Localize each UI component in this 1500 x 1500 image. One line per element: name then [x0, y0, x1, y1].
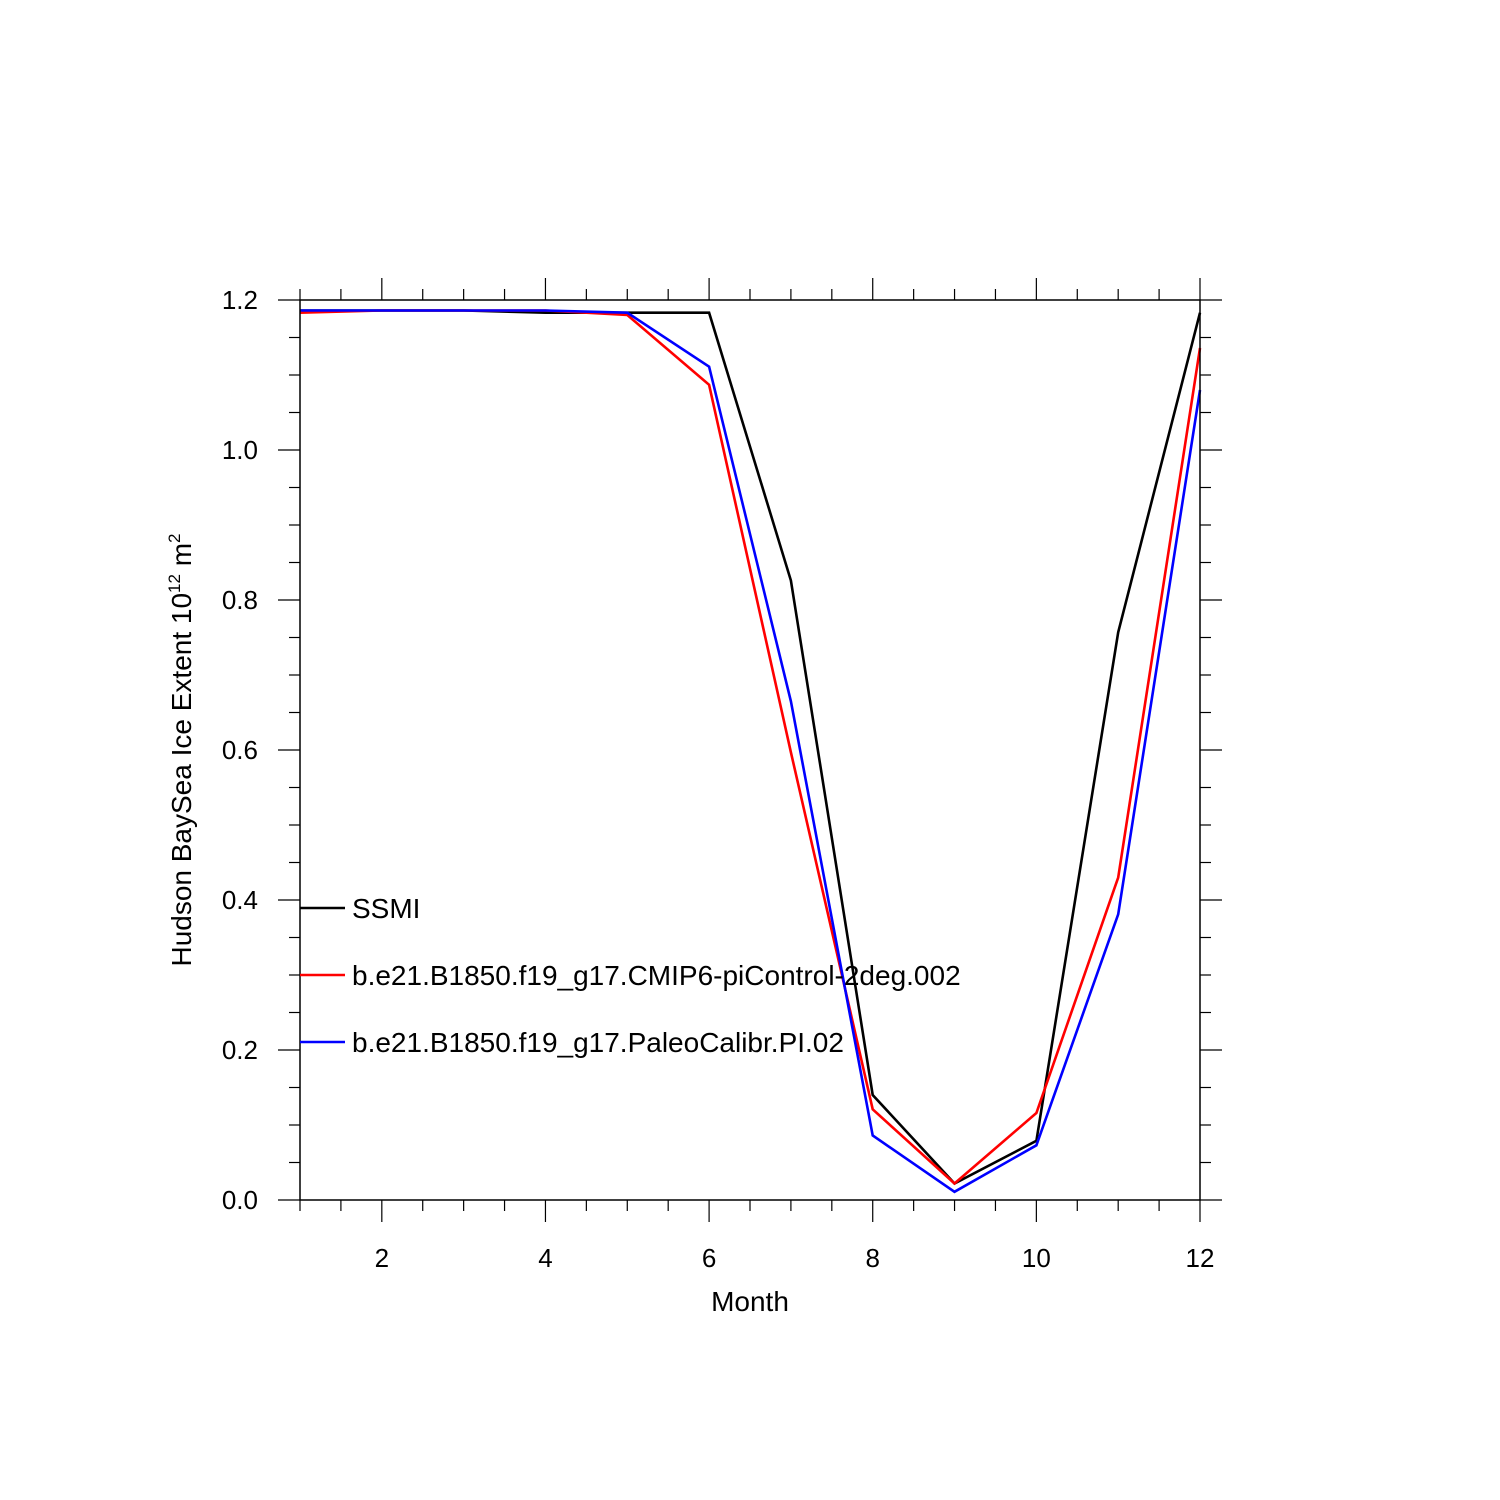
x-tick-label: 8	[865, 1243, 879, 1273]
x-axis-title: Month	[711, 1286, 789, 1317]
y-tick-label: 1.2	[222, 285, 258, 315]
legend-label: b.e21.B1850.f19_g17.PaleoCalibr.PI.02	[352, 1027, 844, 1058]
series-line-3	[300, 309, 1202, 1194]
y-tick-label: 1.0	[222, 435, 258, 465]
x-tick-labels: 2 4 6 8 10 12	[375, 1243, 1215, 1273]
x-tick-label: 12	[1186, 1243, 1215, 1273]
x-tick-label: 4	[538, 1243, 552, 1273]
y-tick-label: 0.2	[222, 1035, 258, 1065]
x-tick-label: 10	[1022, 1243, 1051, 1273]
y-axis-title-main: Hudson BaySea Ice Extent 10	[166, 593, 197, 967]
series-lines	[299, 309, 1202, 1194]
y-tick-labels: 0.0 0.2 0.4 0.6 0.8 1.0 1.2	[222, 285, 258, 1215]
y-tick-label: 0.6	[222, 735, 258, 765]
y-axis-title-exponent: 12	[165, 574, 184, 593]
legend: SSMI b.e21.B1850.f19_g17.CMIP6-piControl-…	[300, 893, 961, 1058]
y-tick-label: 0.8	[222, 585, 258, 615]
y-axis-title: Hudson BaySea Ice Extent 1012 m2	[165, 533, 197, 966]
y-axis-title-unit: m	[166, 543, 197, 574]
x-tick-label: 6	[702, 1243, 716, 1273]
y-tick-label: 0.0	[222, 1185, 258, 1215]
axis-ticks	[278, 278, 1222, 1222]
plot-frame	[299, 299, 1201, 1201]
legend-label: SSMI	[352, 893, 420, 924]
legend-label: b.e21.B1850.f19_g17.CMIP6-piControl-2deg…	[352, 960, 961, 991]
y-axis-title-unit-exponent: 2	[165, 533, 184, 542]
y-tick-label: 0.4	[222, 885, 258, 915]
x-tick-label: 2	[375, 1243, 389, 1273]
